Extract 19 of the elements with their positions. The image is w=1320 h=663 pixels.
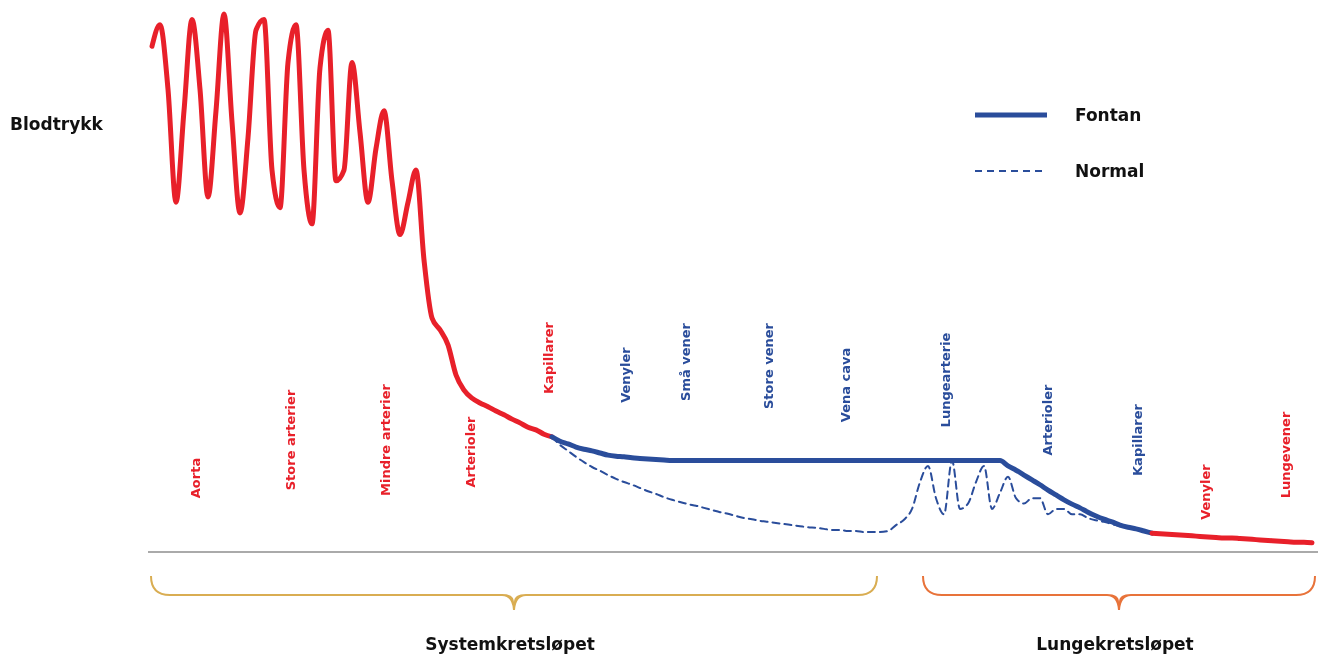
y-axis-title: Blodtrykk: [10, 114, 104, 134]
annotation: Venyler: [617, 346, 633, 403]
annotation: Venyler: [1197, 463, 1213, 520]
annotation: Små vener: [677, 322, 693, 401]
annotation: Kapillarer: [540, 321, 556, 394]
annotation: Aorta: [187, 457, 203, 499]
annotation: Kapillarer: [1129, 403, 1145, 476]
text: Systemkretsløpet: [425, 634, 595, 654]
annotation: Store vener: [760, 322, 776, 410]
annotation: Store arterier: [282, 389, 298, 491]
annotation: Arterioler: [462, 415, 478, 488]
annotation: Mindre arterier: [377, 383, 393, 497]
annotation: Vena cava: [837, 347, 853, 423]
text: Lungekretsløpet: [1036, 634, 1194, 654]
annotation: Arterioler: [1039, 383, 1055, 456]
legend-label: Fontan: [1075, 105, 1142, 125]
legend-label: Normal: [1075, 161, 1145, 181]
annotation: Lungevener: [1277, 411, 1293, 499]
annotation: Lungearterie: [937, 332, 953, 428]
